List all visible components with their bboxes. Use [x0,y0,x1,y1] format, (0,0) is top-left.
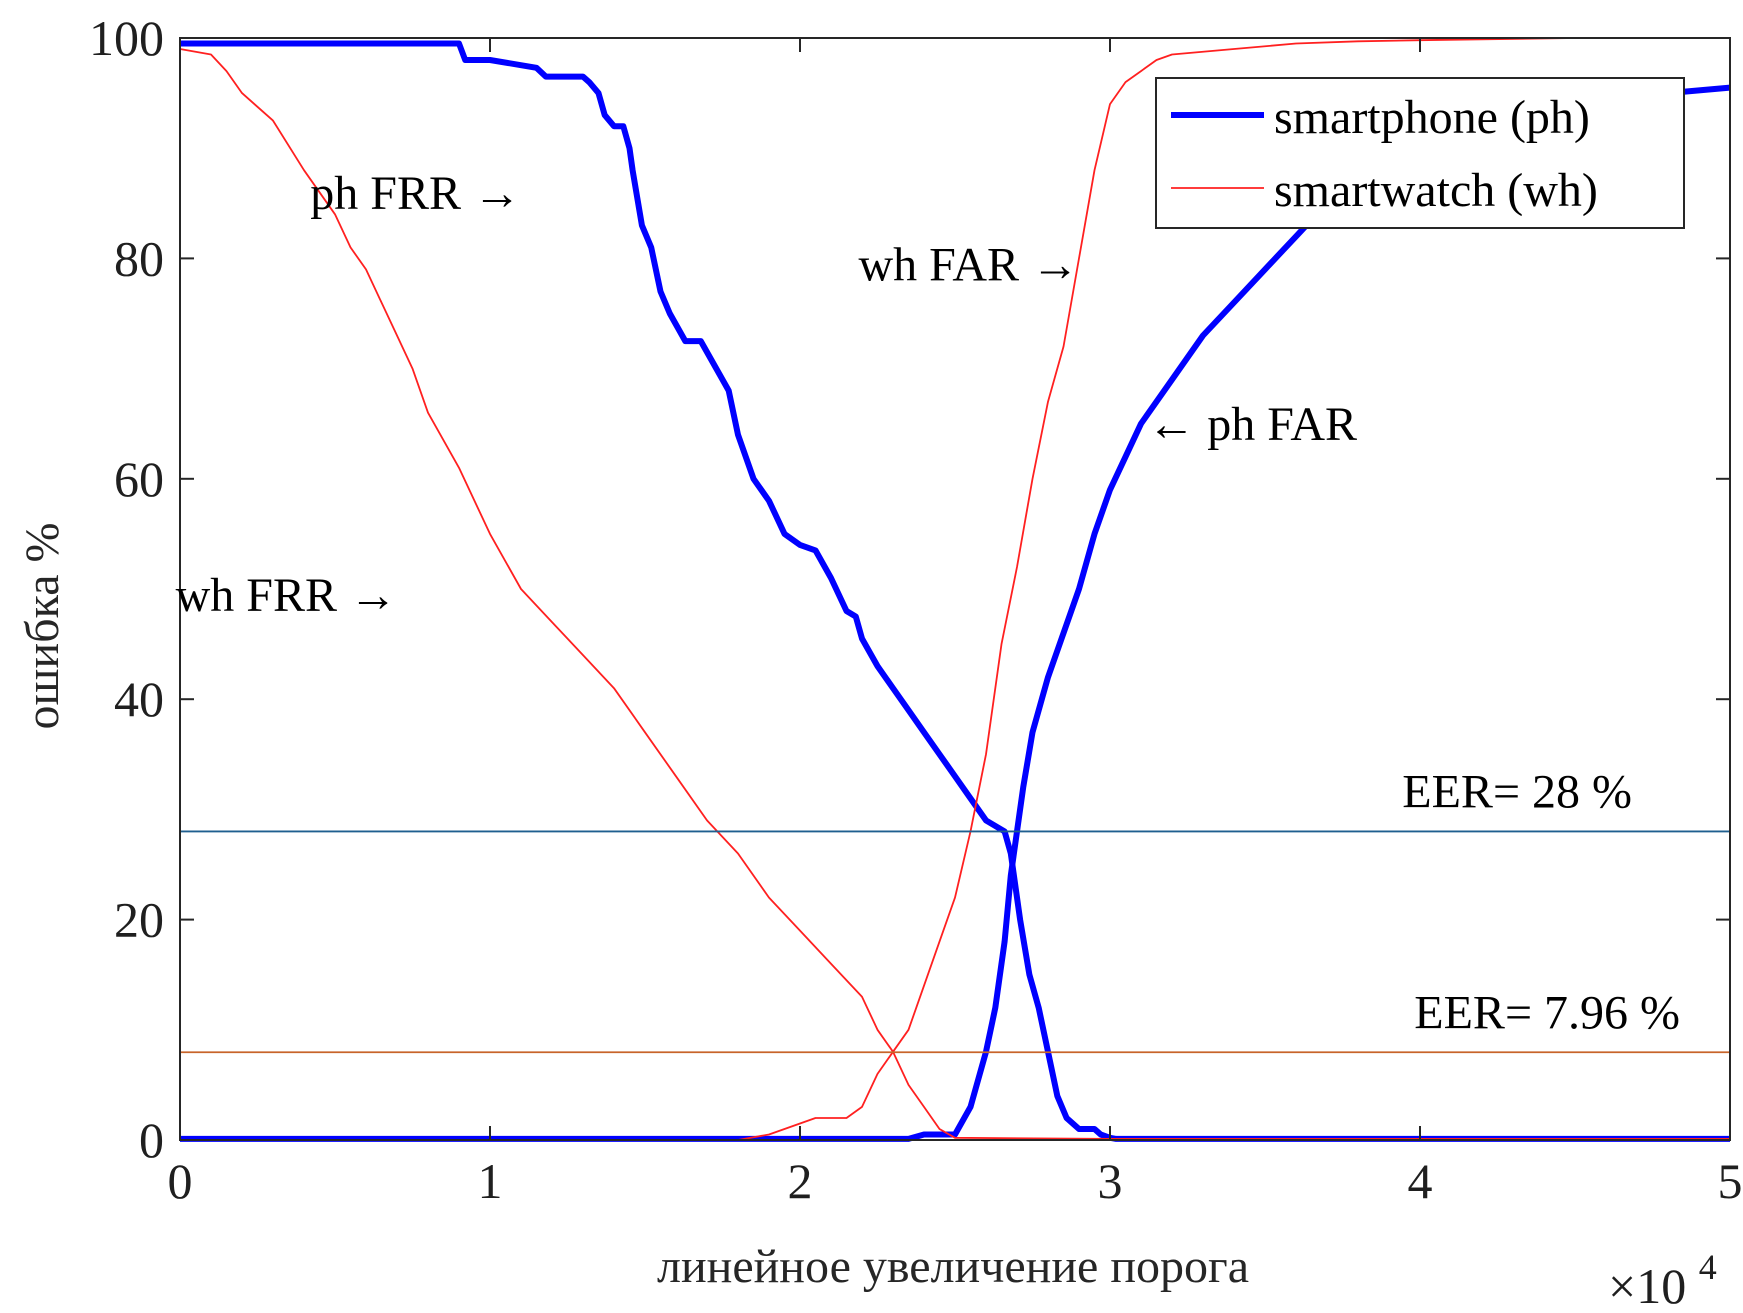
y-tick-label: 80 [114,230,164,286]
legend-label-smartwatch: smartwatch (wh) [1274,164,1598,217]
tick-labels: 0 1 2 3 4 5 0 20 40 60 80 100 [89,10,1743,1209]
y-tick-label: 20 [114,892,164,948]
annotations: EER= 28 % EER= 7.96 % ph FRR → wh FAR → ← ph… [176,167,1680,1039]
x-axis-multiplier-base: ×10 [1608,1258,1686,1313]
plot-frame [179,37,1731,1141]
x-tick-label: 4 [1408,1153,1433,1209]
y-tick-label: 60 [114,451,164,507]
x-tick-label: 0 [168,1153,193,1209]
axes [179,37,1731,1141]
curve-annotation: wh FAR → [859,238,1079,291]
curve-annotation: ph FRR → [310,167,521,220]
x-axis-multiplier: ×10 4 [1608,1247,1717,1313]
y-tick-label: 40 [114,671,164,727]
x-axis-title: линейное увеличение порога [657,1240,1249,1293]
y-tick-label: 100 [89,10,164,66]
legend-label-smartphone: smartphone (ph) [1274,91,1590,144]
x-tick-label: 3 [1098,1153,1123,1209]
reference-lines [180,830,1730,1054]
x-axis-multiplier-exponent: 4 [1699,1247,1717,1287]
y-axis-title: ошибка % [16,523,69,730]
legend-box [1155,77,1685,229]
series-line-smartwatch-frr [179,48,1730,1140]
x-tick-label: 1 [478,1153,503,1209]
series-line-smartwatch-far [180,37,1730,1141]
eer-label-1: EER= 7.96 % [1414,986,1680,1039]
x-tick-label: 2 [788,1153,813,1209]
legend: smartphone (ph) smartwatch (wh) [1155,77,1685,229]
eer-label-0: EER= 28 % [1402,765,1632,818]
curve-annotation: wh FRR → [176,569,397,622]
series-line-smartphone-frr [180,40,1730,1142]
x-tick-label: 5 [1718,1153,1743,1209]
y-tick-label: 0 [139,1112,164,1168]
curve-annotation: ← ph FAR [1147,398,1357,451]
